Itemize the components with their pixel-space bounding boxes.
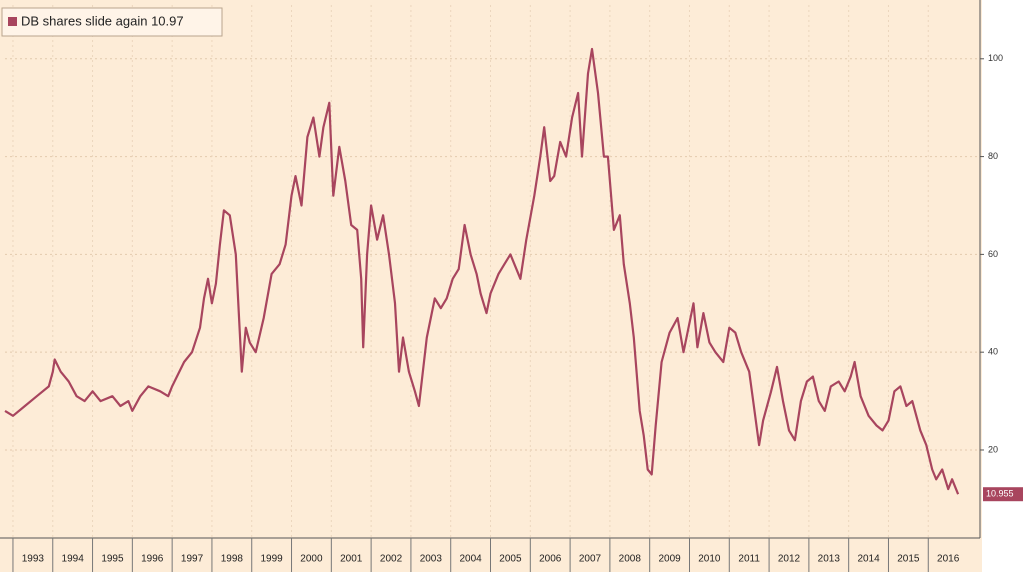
x-tick-label: 2001 — [340, 554, 363, 565]
x-tick-label: 1998 — [221, 554, 244, 565]
x-tick-label: 2004 — [459, 554, 482, 565]
x-tick-label: 2006 — [539, 554, 562, 565]
x-tick-label: 2007 — [579, 554, 602, 565]
x-tick-label: 2016 — [937, 554, 960, 565]
x-tick-label: 2011 — [738, 554, 760, 565]
x-tick-label: 1999 — [261, 554, 284, 565]
y-tick-label: 20 — [988, 444, 998, 454]
x-tick-label: 1993 — [22, 554, 45, 565]
y-tick-label: 100 — [988, 53, 1003, 63]
x-axis-strip — [0, 538, 980, 572]
x-tick-label: 2009 — [658, 554, 681, 565]
y-tick-label: 40 — [988, 347, 998, 357]
right-axis-area — [982, 0, 1024, 572]
legend-label: DB shares slide again 10.97 — [21, 13, 184, 28]
x-tick-label: 2005 — [499, 554, 522, 565]
y-tick-label: 60 — [988, 249, 998, 259]
x-tick-label: 1997 — [181, 554, 204, 565]
x-tick-label: 1995 — [101, 554, 124, 565]
last-value-box — [983, 487, 1023, 502]
x-tick-label: 2015 — [897, 554, 920, 565]
x-tick-label: 2012 — [778, 554, 801, 565]
line-series — [4, 47, 960, 495]
x-tick-label: 2014 — [857, 554, 880, 565]
x-tick-label: 2010 — [698, 554, 721, 565]
legend-box — [1, 7, 223, 37]
x-tick-label: 2008 — [619, 554, 642, 565]
x-tick-label: 2013 — [818, 554, 841, 565]
x-tick-label: 1996 — [141, 554, 164, 565]
x-tick-label: 2000 — [300, 554, 323, 565]
x-tick-label: 2003 — [420, 554, 443, 565]
x-tick-label: 2002 — [380, 554, 403, 565]
last-value-label: 10.955 — [986, 489, 1014, 499]
legend-swatch — [8, 17, 17, 26]
x-tick-label: 1994 — [62, 554, 85, 565]
y-tick-label: 80 — [988, 151, 998, 161]
